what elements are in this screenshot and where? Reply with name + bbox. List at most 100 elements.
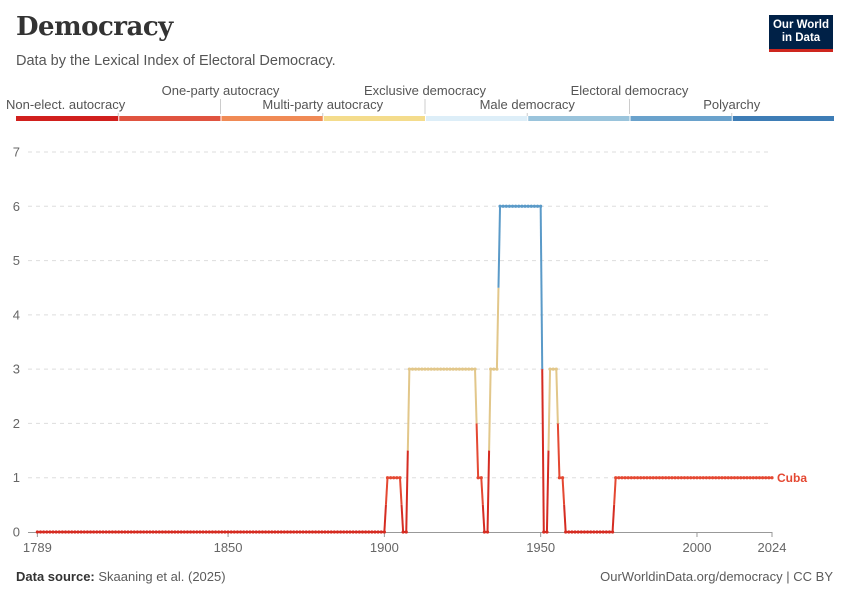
series-cuba-segment: [384, 477, 389, 505]
series-cuba-segment: [497, 206, 502, 288]
series-cuba-point-1868: [282, 530, 286, 534]
series-cuba-point-1853: [235, 530, 240, 534]
series-cuba-point-1811: [104, 530, 108, 534]
series-cuba-point-1913: [423, 367, 427, 371]
series-cuba-point-1848: [220, 530, 224, 534]
series-cuba-point-1996: [682, 476, 687, 480]
y-tick-label-6: 6: [13, 199, 20, 214]
series-cuba-point-1963: [579, 530, 583, 534]
series-cuba-point-1890: [351, 530, 355, 534]
series-cuba-segment: [383, 504, 387, 533]
series-cuba-point-1981: [635, 476, 640, 480]
series-cuba-point-1823: [142, 530, 146, 534]
legend-label-6: Polyarchy: [703, 97, 761, 112]
series-cuba-point-1790: [38, 530, 43, 534]
x-tick-label-1850: 1850: [214, 540, 243, 555]
series-cuba-point-1895: [367, 530, 371, 534]
series-cuba-point-2020: [757, 476, 762, 480]
series-cuba-point-1989: [660, 476, 665, 480]
series-cuba-point-1973: [610, 530, 615, 534]
series-cuba-point-1941: [510, 204, 515, 208]
legend-bin-5: [528, 116, 630, 121]
series-cuba-point-1953: [548, 367, 552, 371]
series-cuba-point-1889: [348, 530, 352, 534]
series-cuba-point-1816: [120, 530, 124, 534]
series-cuba-point-1818: [126, 530, 130, 534]
data-source: Data source: Skaaning et al. (2025): [16, 569, 226, 584]
series-cuba-point-1844: [207, 530, 211, 534]
legend-bin-7: [732, 116, 834, 121]
series-cuba-point-1877: [310, 530, 315, 534]
series-cuba-point-1872: [295, 530, 299, 534]
chart-title: Democracy: [16, 12, 173, 42]
series-cuba-point-1843: [204, 530, 208, 534]
series-cuba-point-1808: [95, 530, 99, 534]
series-cuba-point-1821: [135, 530, 140, 534]
series-cuba-point-1834: [176, 530, 180, 534]
series-cuba-point-1974: [614, 476, 618, 480]
series-cuba-point-1856: [245, 530, 249, 534]
series-cuba-segment: [495, 287, 500, 370]
series-cuba-point-1809: [98, 530, 102, 534]
series-cuba-point-1881: [323, 530, 327, 534]
series-cuba-point-1937: [498, 204, 502, 208]
series-cuba-point-1978: [626, 476, 630, 480]
x-tick-label-1950: 1950: [526, 540, 555, 555]
series-cuba-point-1827: [154, 530, 158, 534]
series-cuba-segment: [405, 450, 409, 533]
series-cuba-point-1909: [410, 367, 415, 371]
series-cuba-point-1883: [329, 530, 333, 534]
series-cuba-point-1832: [170, 530, 174, 534]
series-cuba-point-1791: [42, 530, 46, 534]
series-cuba-point-2004: [707, 476, 712, 480]
series-cuba-point-1862: [263, 530, 268, 534]
series-cuba-point-1842: [201, 530, 205, 534]
series-cuba-point-1959: [567, 530, 571, 534]
series-cuba-segment: [481, 504, 486, 533]
series-cuba-segment: [400, 504, 405, 533]
axes: 0 1 2 3 4 5 6 7 1789 1850 1900 1950 2000 2024: [13, 145, 787, 556]
series-cuba-point-1798: [63, 530, 68, 534]
series-cuba-point-1800: [70, 530, 74, 534]
series-cuba-point-1912: [420, 367, 424, 371]
series-cuba-point-1972: [607, 530, 612, 534]
series-cuba-point-1833: [173, 530, 177, 534]
footer-link[interactable]: OurWorldinData.org/democracy | CC BY: [600, 569, 833, 584]
series-cuba-point-1813: [110, 530, 115, 534]
series-cuba-point-1876: [307, 530, 311, 534]
series-cuba-point-1920: [445, 367, 449, 371]
series-cuba-point-1886: [339, 530, 343, 534]
series-cuba-point-1869: [285, 530, 290, 534]
series-cuba-point-2008: [720, 476, 724, 480]
series-cuba-point-1879: [317, 530, 321, 534]
series-cuba-point-1880: [320, 530, 324, 534]
series-cuba-point-1965: [585, 530, 590, 534]
series-cuba-point-1828: [157, 530, 161, 534]
series-cuba-segment: [399, 477, 403, 505]
logo-line-2: in Data: [781, 32, 821, 44]
x-tick-label-1900: 1900: [370, 540, 399, 555]
owid-logo[interactable]: Our World in Data: [769, 15, 833, 52]
series-cuba-point-1899: [379, 530, 383, 534]
series-cuba-point-1908: [407, 367, 411, 371]
series-cuba-point-1954: [551, 367, 555, 371]
logo-line-1: Our World: [772, 19, 829, 31]
series-cuba-point-1904: [395, 476, 399, 480]
series-cuba-segment: [563, 504, 567, 533]
y-tick-label-4: 4: [13, 307, 20, 322]
series-cuba-point-1932: [482, 530, 487, 534]
legend-label-5: Electoral democracy: [571, 83, 689, 98]
y-tick-label-0: 0: [13, 525, 20, 540]
series-cuba-point-1902: [389, 476, 393, 480]
series-cuba-point-1916: [432, 367, 436, 371]
series-cuba-point-2001: [698, 476, 702, 480]
series-cuba-point-2006: [714, 476, 718, 480]
legend-bin-0: [16, 116, 119, 121]
series-cuba-point-1951: [542, 530, 546, 534]
series-cuba-point-1998: [689, 476, 693, 480]
series-cuba-point-1845: [210, 530, 215, 534]
series-cuba-point-1887: [342, 530, 346, 534]
series-cuba-point-1945: [523, 204, 527, 208]
series-cuba-point-1917: [435, 367, 440, 371]
